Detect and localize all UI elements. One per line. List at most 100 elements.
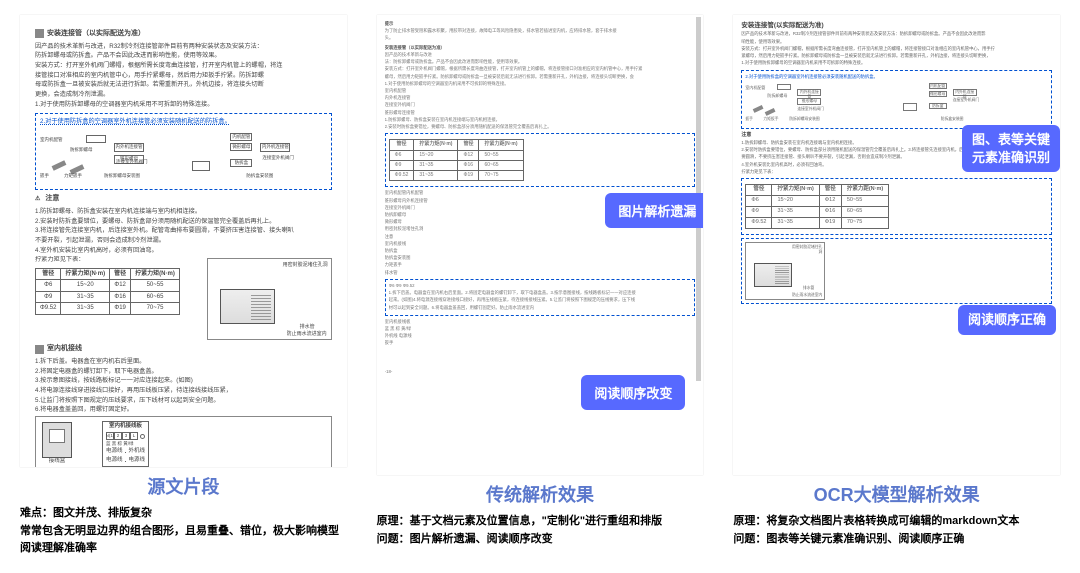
col1-title: 源文片段 — [20, 473, 347, 499]
fig-dash-box: 用密封胶泥堵住孔洞 排水管 防止雨水流进室内 — [741, 238, 1052, 304]
lbl-box: 内外机连接管 — [114, 143, 144, 152]
callout-miss: 图片解析遗漏 — [605, 193, 703, 228]
wiring-line: 3.按示意图接线，按线路板标记一一对应连接起来。(如图) — [35, 377, 332, 386]
desc-line: 常常包含无明显边界的组合图形，且易重叠、错位，极大影响模型阅读理解准确率 — [20, 523, 347, 558]
desc-line: 原理：基于文档元素及位置信息，"定制化"进行重组和排版 — [377, 513, 704, 531]
lbl: 力矩扳手 — [763, 117, 778, 123]
intro-line: 母或防拆盒一旦被安装后就无法进行拆卸。若需重新开孔，外机边接，将连接头切断 — [35, 81, 332, 90]
column-traditional: 提示 为了防止排水管受阻和露水积聚，用胶带对连接，故障电工等风险隐患处，排水管若… — [377, 15, 704, 558]
th: 拧紧力矩(N·m) — [131, 269, 180, 280]
tl: 连接室外机阀门 — [385, 102, 696, 108]
section1-header: 安装连接管（以实际配送为准） — [35, 29, 332, 39]
lbl: 连接室外机阀门 — [116, 159, 148, 165]
lbl: 元素准确识别 — [972, 150, 1050, 165]
outdoor-unit-icon — [754, 263, 792, 287]
box — [777, 84, 791, 90]
tl: 起来。(如图)4.将电源连接线穿进接线口接好，再用压线板压紧，待连接线接线压紧。… — [389, 297, 692, 303]
cell: L — [130, 432, 138, 440]
box — [903, 103, 917, 111]
th: 拧紧力距(N·m) — [479, 140, 523, 150]
terminal-block: 室内机接线板 N(1)23L 蓝 黑 棕 黄/绿 电源线外机线 电源线电源线 — [102, 421, 149, 466]
lbl: 蓝 黑 棕 黄/绿 — [106, 441, 145, 447]
tl: 扳手 — [385, 340, 696, 346]
lbl: 用密封胶泥堵住孔洞 — [788, 245, 822, 256]
td: Φ19 — [110, 303, 131, 314]
diagram-left: 室内机配管 防拆卸螺母 内外机连接管 锥形螺母 连接室外机阀门 扳手 力矩扳手 … — [40, 131, 180, 181]
intro-line: 更换，会造成制冷剂泄漏。 — [35, 91, 332, 100]
th: 管径 — [36, 269, 61, 280]
h: 安装连接管(以实际配送为准) — [741, 21, 1052, 30]
td: 31~35 — [414, 171, 458, 181]
lbl-box: 内外机连接管 — [260, 143, 290, 152]
td: Φ19 — [458, 171, 479, 181]
wrench-icon — [765, 108, 776, 115]
tl: 安装方式：打开室外机阀门螺帽，根据所需长度弯曲连接管，打开室内机管上的螺帽，将连… — [385, 66, 696, 72]
tl: 外机线 电源线 — [385, 333, 696, 339]
wiring-line: 4.将电源连接线穿进接线口接好，再用压线板压紧，待连接线接线压紧， — [35, 387, 332, 396]
td: 60~65 — [131, 291, 180, 302]
intro-line: 1.对于使用防拆卸螺母的空调器室内机采用不可拆卸的特殊连接。 — [35, 101, 332, 110]
tl: 1.防拆卸螺母、防拆盒安装在室内机连接端与室内机相连接。 — [385, 117, 696, 123]
ocr-page-mock: 安装连接管(以实际配送为准) 因产品的技术革新与改进，R32制冷剂连接管部件目前… — [733, 15, 1060, 475]
callout-order: 阅读顺序改变 — [581, 375, 685, 410]
column-ocr-llm: 安装连接管(以实际配送为准) 因产品的技术革新与改进，R32制冷剂连接管部件目前… — [733, 15, 1060, 558]
desc-line: 问题：图片解析遗漏、阅读顺序改变 — [377, 531, 704, 549]
trad-page-mock: 提示 为了防止排水管受阻和露水积聚，用胶带对连接，故障电工等风险隐患处，排水管若… — [377, 15, 704, 475]
callout-recognize: 图、表等关键 元素准确识别 — [962, 125, 1060, 172]
td: 70~75 — [841, 217, 888, 228]
lbl: 连接室外机阀门 — [797, 107, 824, 113]
box — [192, 161, 210, 171]
td: 50~55 — [131, 280, 180, 291]
td: Φ16 — [458, 160, 479, 170]
lbl: 接线盒 — [42, 458, 72, 466]
th: 管径 — [746, 185, 772, 196]
lbl-box: 防拆盒 — [230, 159, 252, 167]
td: 60~65 — [841, 207, 888, 218]
tl: 因产品的技术革新与改进 — [385, 52, 696, 58]
square-icon — [35, 345, 44, 354]
lbl: 图、表等关键 — [972, 132, 1050, 147]
wiring-line: 6.将电器盒盖盖回，用螺钉固定好。 — [35, 406, 332, 415]
desc-line: 难点：图文并茂、排版复杂 — [20, 505, 347, 523]
tl: 因产品的技术革新与改进，R32制冷剂连接管部件目前有两种安装状态及安装方法：防拆… — [741, 31, 1052, 37]
section2-title: 室内机接线 — [47, 344, 82, 354]
col3-title: OCR大模型解析效果 — [733, 481, 1060, 507]
caution-title: 注意 — [45, 194, 59, 204]
wrench-icon — [753, 105, 764, 112]
lbl: 防止雨水流进室内 — [792, 293, 822, 299]
tl: 1.对于使用防拆卸螺母的空调器室内机采用不可拆卸的特殊连接。 — [741, 60, 1052, 66]
lbl: 电源线 — [106, 448, 123, 456]
col3-desc: 原理：将复杂文档图片表格转换成可编辑的markdown文本 问题：图表等关键元素… — [733, 513, 1060, 548]
torque-dash-box: 管径拧紧力矩(N·m)管径拧紧力距(N·m) Φ615~20Φ1250~55 Φ… — [741, 178, 1052, 235]
fig-lbl: 用密封胶泥堵住孔洞 — [278, 262, 328, 269]
fig-lbl: 防止雨水流进室内 — [287, 331, 327, 338]
h: 安装连接管（以实际配送为准） — [385, 45, 696, 51]
torque-table: 管径拧紧力矩(N·m)管径拧紧力距(N·m) Φ615~20Φ1250~55 Φ… — [389, 139, 524, 181]
tl: 紧螺母，然后用力矩扳手拧紧。防拆卸螺母或防拆盒一旦被安装后就无法进行拆卸。若需重… — [741, 53, 1052, 59]
intro-line-dashed: 2.对于使用防拆盒的空调器室外机连接管必须安装随机配送的防拆盒。 — [40, 118, 327, 127]
caution-line: 不要开裂，引起泄漏，否则会造成制冷剂泄漏。 — [35, 237, 332, 246]
column-source: 安装连接管（以实际配送为准） 因产品的技术革新与改进，R32制冷剂连接管部件目前… — [20, 15, 347, 558]
lbl-box: 防拆盒 — [929, 103, 947, 109]
td: Φ6 — [746, 196, 772, 207]
lbl: 防拆卸螺母安装图 — [789, 117, 819, 123]
intro-line: 因产品的技术革新与改进，R32制冷剂连接管部件目前有两种安装状态及安装方法： — [35, 43, 332, 52]
lbl: 扳手 — [745, 117, 753, 123]
th: 管径 — [819, 185, 841, 196]
td: 15~20 — [772, 196, 819, 207]
td: Φ12 — [458, 150, 479, 160]
diagram-mini-left: 室内机配管 防拆卸螺母 内外机连接管 锥形螺母 连接室外机阀门 扳手 力矩扳手 … — [745, 81, 894, 125]
torque-table: 管径拧紧力矩(N·m)管径拧紧力矩(N·m) Φ615~20Φ1250~55 Φ… — [35, 268, 180, 315]
lbl: 外机线 — [128, 448, 145, 456]
wire-icon — [125, 461, 127, 462]
wiring-line: 5.让监门将按照下图规定的压线要求，压下线材可以起到安全问题。 — [35, 397, 332, 406]
intro-line: 接管接口对准相应的室内机管中心，用手拧紧螺母，然后用力矩扳手拧紧。防拆卸螺 — [35, 72, 332, 81]
wrench-icon — [52, 160, 67, 170]
th: 拧紧力距(N·m) — [841, 185, 888, 196]
diagram-zone: 室内机配管 防拆卸螺母 内外机连接管 锥形螺母 连接室外机阀门 扳手 力矩扳手 … — [40, 127, 327, 185]
tl: 注意 — [385, 234, 696, 240]
section1-title: 安装连接管（以实际配送为准） — [47, 29, 145, 39]
col1-desc: 难点：图文并茂、排版复杂 常常包含无明显边界的组合图形，且易重叠、错位，极大影响… — [20, 505, 347, 558]
lbl-box: 锥形螺母 — [797, 98, 821, 105]
tl: 材可以起到安全问题。6.将电器盒盖盖回，用螺钉固定好。防止雨水流进室内 — [389, 305, 692, 311]
